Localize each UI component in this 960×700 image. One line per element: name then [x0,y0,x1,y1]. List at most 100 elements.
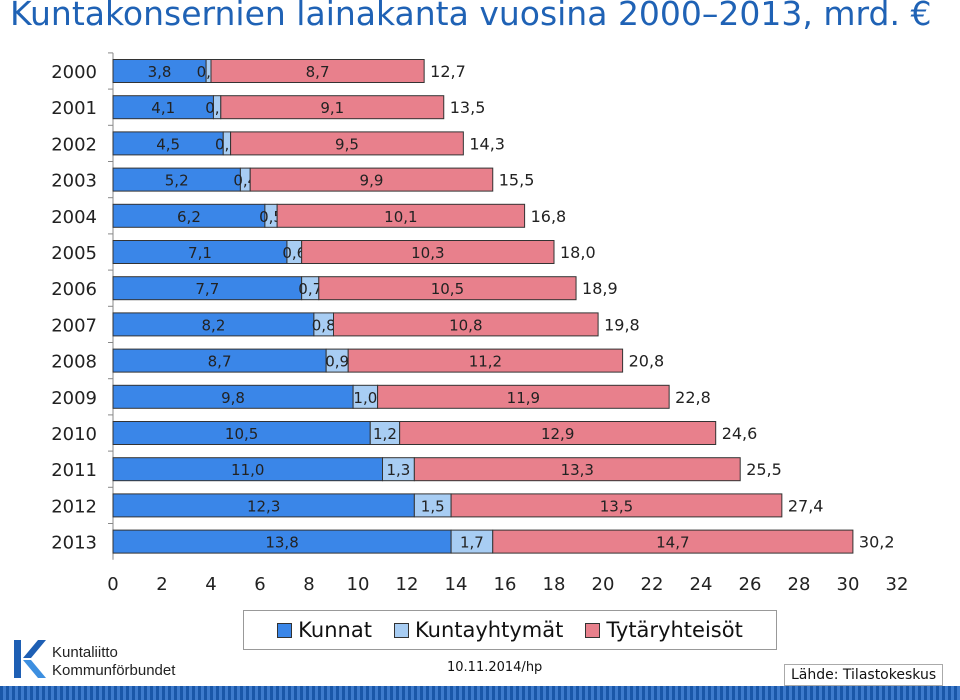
x-tick-label-28: 28 [788,574,811,595]
data-label-tytaryhteisot-2010: 12,9 [541,425,574,443]
legend-swatch-kunnat [277,622,293,638]
bar-tytaryhteisot-2012 [450,493,783,518]
total-label-2003: 15,5 [499,171,535,190]
bar-tytaryhteisot-2000 [210,59,425,83]
data-label-kunnat-2005: 7,1 [188,244,212,262]
total-label-2006: 18,9 [582,279,618,298]
y-tick-label-2011: 2011 [51,460,97,481]
bar-tytaryhteisot-2013 [492,529,854,554]
data-label-kunnat-2004: 6,2 [177,208,201,226]
total-label-2005: 18,0 [560,243,596,262]
bar-tytaryhteisot-2009 [377,384,670,409]
x-tick-label-4: 4 [205,574,216,595]
data-label-kunnat-2006: 7,7 [195,280,219,298]
x-tick-label-30: 30 [837,574,860,595]
total-label-2001: 13,5 [450,98,486,117]
data-label-tytaryhteisot-2000: 8,7 [306,63,330,81]
data-label-tytaryhteisot-2006: 10,5 [431,280,464,298]
y-tick-label-2002: 2002 [51,134,97,155]
data-label-kunnat-2013: 13,8 [265,534,298,552]
x-tick-label-12: 12 [396,574,419,595]
data-label-kuntayhtymat-2010: 1,2 [373,425,397,443]
bar-tytaryhteisot-2008 [347,348,624,373]
data-label-tytaryhteisot-2007: 10,8 [449,316,482,334]
y-tick-label-2012: 2012 [51,496,97,517]
x-tick-label-20: 20 [592,574,615,595]
legend-item-kunnat: Kunnat [277,618,372,642]
total-label-2011: 25,5 [746,460,782,479]
legend-label-kunnat: Kunnat [298,618,372,642]
y-tick-label-2005: 2005 [51,243,97,264]
y-tick-label-2009: 2009 [51,388,97,409]
data-label-tytaryhteisot-2008: 11,2 [469,353,502,371]
bar-tytaryhteisot-2011 [413,457,741,482]
bar-tytaryhteisot-2007 [333,312,599,337]
y-tick-label-2010: 2010 [51,424,97,445]
logo-text-line1: Kuntaliitto [52,644,118,661]
data-label-tytaryhteisot-2009: 11,9 [507,389,540,407]
x-tick-label-6: 6 [254,574,265,595]
logo-text-line2: Kommunförbundet [52,662,176,679]
page-title: Kuntakonsernien lainakanta vuosina 2000–… [10,0,932,33]
x-tick-label-10: 10 [347,574,370,595]
x-tick-label-8: 8 [303,574,314,595]
bar-tytaryhteisot-2004 [276,203,526,228]
total-label-2010: 24,6 [722,424,758,443]
legend-item-tytaryhteisot: Tytäryhteisöt [585,618,743,642]
bottom-band [0,686,960,700]
total-label-2008: 20,8 [629,352,665,371]
y-tick-label-2001: 2001 [51,98,97,119]
x-tick-label-18: 18 [543,574,566,595]
data-label-kunnat-2008: 8,7 [208,353,232,371]
footer-date: 10.11.2014/hp [447,660,543,675]
bar-tytaryhteisot-2010 [399,421,717,445]
x-tick-label-26: 26 [739,574,762,595]
data-label-tytaryhteisot-2005: 10,3 [411,244,444,262]
y-tick-label-2006: 2006 [51,279,97,300]
bar-tytaryhteisot-2003 [249,167,494,192]
data-label-kunnat-2001: 4,1 [151,99,175,117]
bar-tytaryhteisot-2006 [318,276,577,301]
legend-label-tytaryhteisot: Tytäryhteisöt [606,618,743,642]
data-label-tytaryhteisot-2004: 10,1 [384,208,417,226]
total-label-2007: 19,8 [604,315,640,334]
data-label-kuntayhtymat-2009: 1,0 [353,389,377,407]
data-label-tytaryhteisot-2012: 13,5 [600,497,633,515]
data-label-kunnat-2003: 5,2 [165,172,189,190]
y-tick-label-2013: 2013 [51,533,97,554]
data-label-kunnat-2007: 8,2 [202,316,226,334]
source-label: Lähde: Tilastokeskus [784,664,944,686]
data-label-kunnat-2010: 10,5 [225,425,258,443]
x-tick-label-14: 14 [445,574,468,595]
legend-swatch-kuntayhtymat [393,622,409,638]
y-tick-label-2008: 2008 [51,352,97,373]
data-label-kuntayhtymat-2008: 0,9 [325,353,349,371]
total-label-2004: 16,8 [531,207,567,226]
total-label-2013: 30,2 [859,533,895,552]
total-label-2012: 27,4 [788,496,824,515]
data-label-kunnat-2012: 12,3 [247,497,280,515]
x-tick-label-32: 32 [886,574,909,595]
kuntaliitto-logo: Kuntaliitto Kommunförbundet [14,640,176,679]
legend-swatch-tytaryhteisot [585,622,601,638]
data-label-tytaryhteisot-2003: 9,9 [360,172,384,190]
total-label-2009: 22,8 [675,388,711,407]
data-label-kunnat-2000: 3,8 [148,63,172,81]
legend-item-kuntayhtymat: Kuntayhtymät [393,618,564,642]
x-tick-label-0: 0 [107,574,118,595]
bar-tytaryhteisot-2002 [230,131,464,156]
y-tick-label-2000: 2000 [51,62,97,83]
x-tick-label-2: 2 [156,574,167,595]
data-label-kuntayhtymat-2007: 0,8 [312,316,336,334]
x-tick-label-24: 24 [690,574,713,595]
data-label-kuntayhtymat-2012: 1,5 [421,497,445,515]
data-label-tytaryhteisot-2011: 13,3 [561,461,594,479]
data-label-tytaryhteisot-2002: 9,5 [335,135,359,153]
x-tick-label-22: 22 [641,574,664,595]
data-label-tytaryhteisot-2001: 9,1 [320,99,344,117]
legend-label-kuntayhtymat: Kuntayhtymät [414,618,564,642]
data-label-kunnat-2011: 11,0 [231,461,264,479]
data-label-kuntayhtymat-2011: 1,3 [386,461,410,479]
bar-tytaryhteisot-2005 [301,240,555,264]
